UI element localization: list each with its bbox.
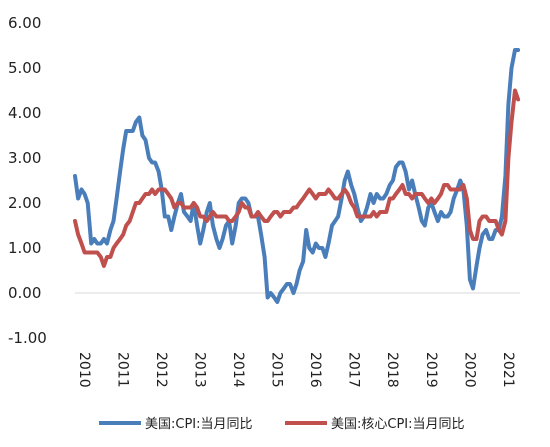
x-tick-label: 2020 xyxy=(461,352,477,388)
x-tick-label: 2021 xyxy=(500,352,516,388)
series-line-core-cpi xyxy=(73,88,521,268)
y-tick-label: 6.00 xyxy=(8,14,41,32)
y-tick-label: 4.00 xyxy=(8,104,41,122)
legend: 美国:CPI:当月同比 美国:核心CPI:当月同比 xyxy=(99,417,465,432)
series-lines xyxy=(73,48,521,304)
y-tick-label: -1.00 xyxy=(8,329,47,347)
x-tick-label: 2019 xyxy=(423,352,439,388)
y-axis-ticks: 6.00 5.00 4.00 3.00 2.00 1.00 0.00 -1.00 xyxy=(8,14,47,347)
legend-label-core-cpi: 美国:核心CPI:当月同比 xyxy=(331,417,465,432)
x-axis-ticks: 2010 2011 2012 2013 2014 2015 2016 2017 2018 2019… xyxy=(76,352,516,388)
y-tick-label: 1.00 xyxy=(8,239,41,257)
y-tick-label: 5.00 xyxy=(8,59,41,77)
y-tick-label: 0.00 xyxy=(8,284,41,302)
x-tick-label: 2015 xyxy=(269,352,285,388)
x-tick-label: 2014 xyxy=(230,352,246,388)
legend-label-cpi: 美国:CPI:当月同比 xyxy=(145,417,253,432)
x-tick-label: 2012 xyxy=(153,352,169,388)
x-tick-label: 2010 xyxy=(76,352,92,388)
x-tick-label: 2013 xyxy=(192,352,208,388)
x-tick-label: 2016 xyxy=(307,352,323,388)
series-line-cpi xyxy=(73,48,521,304)
y-tick-label: 2.00 xyxy=(8,194,41,212)
x-tick-label: 2017 xyxy=(346,352,362,388)
x-tick-label: 2011 xyxy=(115,352,131,388)
x-tick-label: 2018 xyxy=(384,352,400,388)
y-tick-label: 3.00 xyxy=(8,149,41,167)
